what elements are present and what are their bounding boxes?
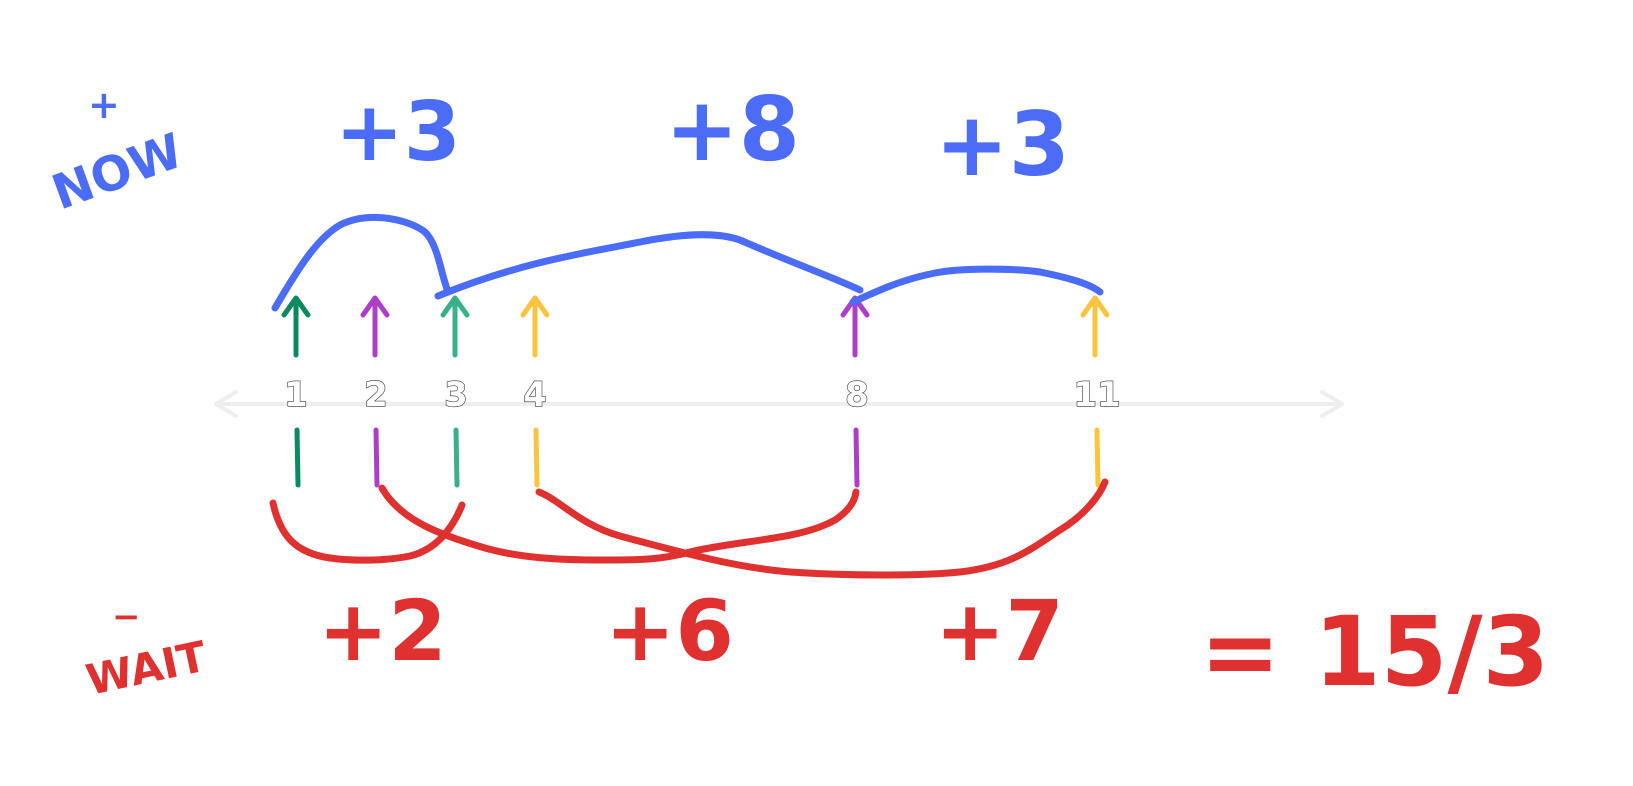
up-arrow-1 xyxy=(281,295,311,358)
wait-term-3: +7 xyxy=(935,582,1064,680)
down-stem-2 xyxy=(373,427,380,488)
down-stem-11 xyxy=(1094,427,1101,488)
down-stem-8 xyxy=(853,427,860,488)
up-arrow-11 xyxy=(1080,295,1110,358)
now-arc-3 xyxy=(849,265,1104,306)
now-term-2: +8 xyxy=(665,78,800,181)
now-label: NOW xyxy=(45,123,190,221)
now-arc-2 xyxy=(434,231,864,300)
tick-label-11: 11 xyxy=(1073,375,1120,415)
down-stem-1 xyxy=(294,427,301,488)
down-stem-4 xyxy=(533,427,540,488)
now-arc-1 xyxy=(271,214,452,312)
wait-arc-1 xyxy=(269,499,466,564)
up-arrow-8 xyxy=(840,295,870,358)
wait-result: = 15/3 xyxy=(1200,596,1549,708)
wait-arc-3 xyxy=(535,478,1109,579)
up-arrows xyxy=(281,295,1110,358)
wait-arc-2 xyxy=(378,484,860,564)
wait-label: WAIT xyxy=(82,632,211,705)
down-stem-3 xyxy=(453,427,460,488)
wait-term-2: +6 xyxy=(605,582,734,680)
tick-label-3: 3 xyxy=(444,375,468,415)
now-term-1: +3 xyxy=(335,85,461,180)
tick-label-8: 8 xyxy=(845,375,869,415)
tick-label-1: 1 xyxy=(284,375,308,415)
down-stems xyxy=(294,427,1101,488)
up-arrow-2 xyxy=(360,295,390,358)
now-term-3: +3 xyxy=(935,93,1070,196)
timeline-axis xyxy=(214,390,1344,418)
up-arrow-4 xyxy=(520,295,550,358)
tick-label-2: 2 xyxy=(364,375,388,415)
wait-term-1: +2 xyxy=(318,582,447,680)
wait-row: − WAIT +2 +6 +7 = 15/3 xyxy=(82,582,1549,708)
tick-labels: 1 2 3 4 8 11 xyxy=(284,374,1122,415)
wait-arcs xyxy=(269,478,1109,579)
wait-accent: − xyxy=(112,597,141,637)
now-row: + NOW +3 +8 +3 xyxy=(45,78,1070,221)
tick-label-4: 4 xyxy=(523,375,547,415)
now-arcs xyxy=(271,214,1104,312)
now-accent: + xyxy=(88,83,120,127)
up-arrow-3 xyxy=(440,295,470,358)
